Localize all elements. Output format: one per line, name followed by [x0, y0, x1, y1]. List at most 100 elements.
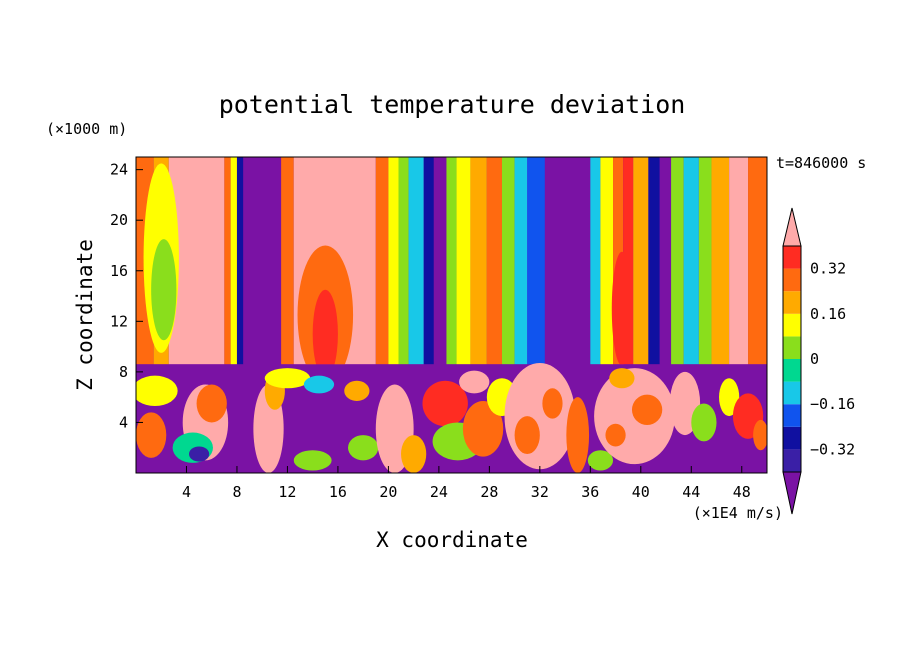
upper-column-28 [648, 157, 660, 365]
lower-blob-9 [293, 450, 332, 471]
colorbar-segment-9 [783, 246, 801, 269]
upper-blob-3 [151, 239, 177, 341]
lower-blob-17 [462, 400, 504, 457]
upper-column-17 [470, 157, 487, 365]
y-tick-label: 16 [110, 262, 128, 280]
y-axis-unit: (×1000 m) [46, 120, 127, 138]
x-tick-label: 16 [329, 483, 347, 501]
lower-blob-1 [136, 412, 167, 458]
y-axis-ticks: 4 8 12 16 20 24 [110, 161, 143, 431]
x-tick-label: 32 [531, 483, 549, 501]
y-tick-label: 12 [110, 312, 128, 330]
upper-column-9 [375, 157, 389, 365]
upper-column-7 [281, 157, 294, 365]
colorbar-segment-1 [783, 426, 801, 450]
x-tick-label: 12 [278, 483, 296, 501]
colorbar-segment-6 [783, 313, 801, 337]
x-tick-label: 44 [682, 483, 700, 501]
colorbar-bottom-arrow [782, 471, 802, 515]
upper-column-26 [623, 157, 634, 365]
lower-blob-30 [691, 403, 717, 442]
upper-column-18 [486, 157, 502, 365]
y-tick-label: 8 [119, 363, 128, 381]
lower-blob-3 [196, 384, 227, 423]
x-tick-label: 20 [379, 483, 397, 501]
x-axis-label: X coordinate [376, 528, 528, 552]
lower-blob-26 [631, 394, 663, 425]
lower-blob-18 [459, 370, 490, 394]
lower-blob-28 [609, 368, 635, 389]
colorbar-tick-label: 0.32 [810, 260, 846, 278]
plot-frame [135, 156, 768, 474]
upper-column-19 [501, 157, 515, 365]
upper-column-35 [748, 157, 767, 365]
lower-blob-11 [344, 380, 370, 401]
upper-column-29 [659, 157, 672, 365]
colorbar-tick-label: −0.16 [810, 395, 855, 413]
lower-blob-20 [504, 363, 576, 470]
lower-blob-8 [264, 368, 311, 389]
colorbar-segment-7 [783, 291, 801, 314]
lower-blob-15 [422, 380, 468, 427]
lower-blob-33 [753, 419, 767, 451]
upper-column-27 [633, 157, 649, 365]
contour-fill [136, 157, 767, 473]
upper-column-31 [683, 157, 699, 365]
y-tick-label: 20 [110, 211, 128, 229]
x-tick-label: 24 [430, 483, 448, 501]
lower-blob-5 [189, 446, 210, 462]
x-axis-unit: (×1E4 m/s) [693, 504, 783, 522]
upper-column-22 [544, 157, 591, 365]
lower-blob-0 [136, 375, 178, 407]
colorbar-tick-label: −0.32 [810, 440, 855, 458]
colorbar-segment-5 [783, 336, 801, 359]
upper-column-12 [408, 157, 424, 365]
colorbar-tick-label: 0.16 [810, 305, 846, 323]
upper-column-10 [388, 157, 399, 365]
lower-blob-21 [514, 416, 540, 455]
lower-blob-27 [605, 423, 626, 447]
colorbar-top-arrow [782, 207, 802, 247]
colorbar: 0.32 0.16 0 −0.16 −0.32 [782, 207, 855, 515]
time-label: t=846000 s [776, 154, 866, 172]
upper-column-33 [711, 157, 730, 365]
upper-blob-1 [312, 289, 338, 379]
lower-blob-23 [566, 397, 590, 473]
lower-blob-12 [348, 435, 379, 461]
y-tick-label: 24 [110, 161, 128, 179]
upper-blob-4 [611, 251, 632, 366]
y-axis-label: Z coordinate [73, 239, 97, 391]
lower-blob-31 [719, 378, 740, 417]
colorbar-segment-3 [783, 381, 801, 405]
colorbar-segment-8 [783, 268, 801, 292]
colorbar-frame [782, 245, 802, 473]
x-axis-ticks: 4 8 12 16 20 24 28 32 36 40 44 48 [182, 466, 751, 501]
lower-blob-14 [401, 435, 427, 473]
upper-column-13 [423, 157, 434, 365]
lower-blob-10 [303, 375, 335, 394]
lower-blob-22 [542, 388, 563, 419]
upper-column-21 [527, 157, 545, 365]
colorbar-segment-2 [783, 404, 801, 427]
lower-blob-24 [587, 450, 614, 471]
upper-column-20 [514, 157, 528, 365]
y-tick-label: 4 [119, 413, 128, 431]
upper-column-14 [433, 157, 447, 365]
upper-column-23 [590, 157, 601, 365]
upper-column-11 [398, 157, 409, 365]
upper-column-24 [600, 157, 614, 365]
colorbar-tick-label: 0 [810, 350, 819, 368]
x-tick-label: 36 [581, 483, 599, 501]
x-tick-label: 28 [480, 483, 498, 501]
chart-title: potential temperature deviation [219, 90, 686, 119]
x-tick-label: 48 [733, 483, 751, 501]
upper-column-30 [671, 157, 684, 365]
upper-column-4 [230, 157, 237, 365]
upper-column-34 [729, 157, 749, 365]
upper-column-15 [446, 157, 457, 365]
upper-column-5 [236, 157, 244, 365]
x-tick-label: 8 [232, 483, 241, 501]
x-tick-label: 4 [182, 483, 191, 501]
